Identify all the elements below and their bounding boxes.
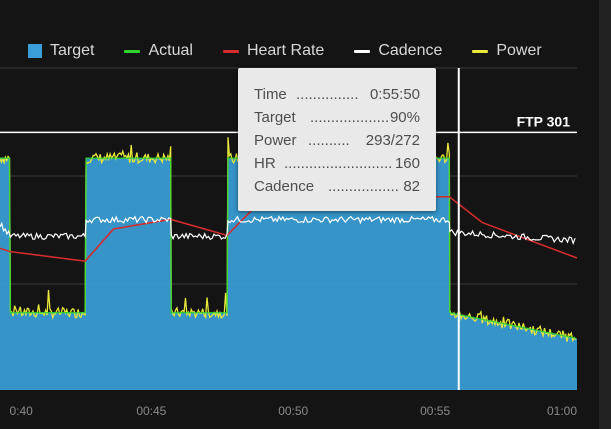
heart-rate-line [0,196,578,263]
tooltip-row-power: Power .......... 293/272 [254,132,420,154]
legend-item-power[interactable]: Power [472,42,542,60]
scroll-edge [599,0,611,429]
tooltip-value: 90% [389,109,420,126]
legend-label-actual: Actual [148,42,193,59]
cadence-line [0,215,576,246]
tooltip-value: 160 [394,155,420,172]
ftp-label: FTP 301 [517,113,571,129]
tooltip-leader: ................. [328,178,399,195]
tooltip-row-time: Time ............... 0:55:50 [254,86,420,108]
x-tick-label: 00:45 [136,404,166,418]
heart-rate-swatch [222,49,239,53]
x-tick-label: 0:40 [9,404,33,418]
legend-label-heart-rate: Heart Rate [246,42,325,59]
legend-label-target: Target [50,42,95,59]
actual-swatch [124,49,141,53]
tooltip-key: Power [254,132,297,149]
tooltip-key: Target [254,109,296,126]
tooltip-leader: ................... [310,109,390,126]
target-area [0,158,577,390]
tooltip-key: Time [254,86,287,103]
legend-item-heart-rate[interactable]: Heart Rate [222,42,325,60]
legend-label-power: Power [496,42,542,59]
x-tick-label: 00:50 [278,404,308,418]
legend-item-target[interactable]: Target [28,42,94,60]
tooltip-value: 293/272 [365,132,420,149]
hover-tooltip: Time ............... 0:55:50 Target ....… [238,68,436,211]
tooltip-row-target: Target ................... 90% [254,109,420,131]
cadence-swatch [354,49,371,53]
tooltip-leader: .......... [308,132,350,149]
tooltip-value: 82 [403,178,420,195]
legend-item-cadence[interactable]: Cadence [354,42,442,60]
legend-item-actual[interactable]: Actual [124,42,193,60]
tooltip-key: Cadence [254,178,315,195]
x-tick-label: 01:00 [547,404,577,418]
tooltip-leader: .......................... [284,155,393,172]
power-swatch [472,49,489,53]
legend: Target Actual Heart Rate Cadence Power [28,40,571,62]
tooltip-row-cadence: Cadence ................. 82 [254,178,420,200]
tooltip-row-hr: HR .......................... 160 [254,155,420,177]
tooltip-key: HR [254,155,276,172]
tooltip-leader: ............... [296,86,359,103]
x-tick-label: 00:55 [420,404,450,418]
tooltip-value: 0:55:50 [369,86,420,103]
target-swatch [28,44,42,58]
legend-label-cadence: Cadence [378,42,443,59]
